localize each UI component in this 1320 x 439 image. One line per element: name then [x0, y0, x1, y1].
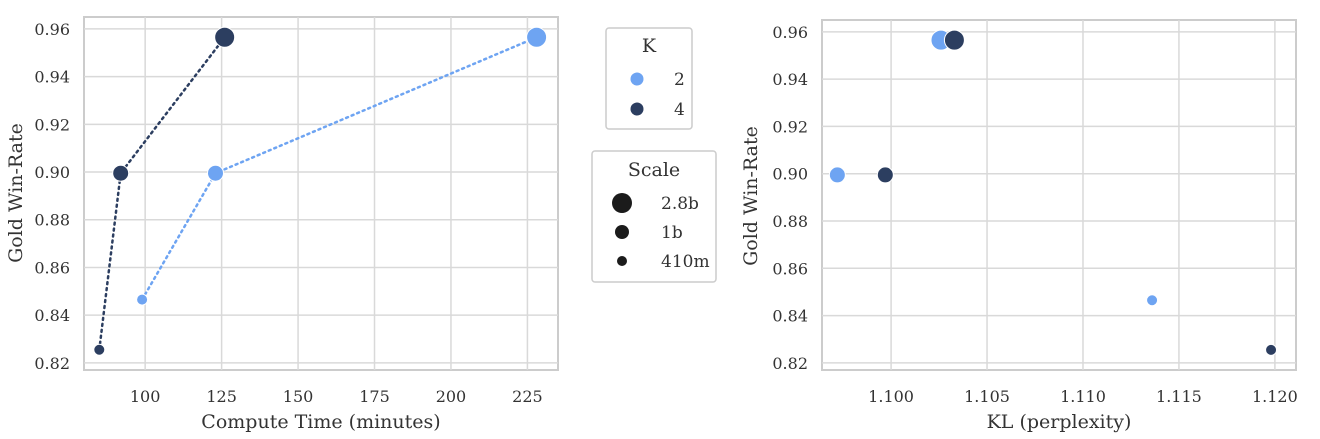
y-axis-label-right: Gold Win-Rate — [740, 126, 762, 266]
data-point-k4-410m — [93, 343, 106, 356]
data-point-k2-1b — [828, 166, 846, 184]
points-right — [828, 29, 1278, 356]
x-tick-label: 150 — [283, 387, 314, 406]
y-tick-label: 0.82 — [772, 354, 808, 373]
plot-kl: 1.100 1.105 1.110 1.115 1.120 0.820.840.860.… — [740, 19, 1298, 433]
y-tick-label: 0.84 — [772, 307, 808, 326]
y-tick-label: 0.92 — [34, 115, 70, 134]
y-tick-label: 0.94 — [772, 70, 808, 89]
legend-k-label: 2 — [674, 70, 685, 90]
y-tick-label: 0.88 — [34, 211, 70, 230]
series-line-k4 — [98, 36, 226, 351]
data-point-k2-2.8b — [526, 26, 548, 48]
y-tick-label: 0.90 — [34, 163, 70, 182]
legend-k-marker-2 — [630, 72, 644, 86]
grid-left — [84, 17, 558, 370]
x-tick-label: 1.115 — [1156, 387, 1202, 406]
data-point-k4-2.8b — [943, 29, 965, 51]
x-ticks-left: 100 125 150 175 200 225 — [130, 387, 543, 406]
data-point-k4-1b — [112, 164, 130, 182]
x-tick-label: 175 — [359, 387, 390, 406]
y-ticks-left: 0.82 0.84 0.86 0.88 0.90 0.92 0.94 0.96 — [34, 20, 70, 373]
legend-k-title: K — [642, 35, 657, 57]
legend-k-box — [605, 27, 693, 130]
legend-scale-items: 2.8b 1b 410m — [612, 193, 710, 272]
plot-left-frame — [83, 16, 559, 371]
x-tick-label: 1.100 — [868, 387, 914, 406]
y-tick-label: 0.84 — [34, 306, 70, 325]
y-tick-label: 0.86 — [34, 258, 70, 277]
x-tick-label: 1.105 — [964, 387, 1010, 406]
legend-k: K 24 — [605, 27, 693, 130]
legend-scale-label: 410m — [661, 252, 710, 272]
y-tick-label: 0.92 — [772, 117, 808, 136]
plot-compute-time: 100 125 150 175 200 225 0.820.840.860.880.900… — [5, 16, 559, 433]
y-tick-label: 0.82 — [34, 354, 70, 373]
y-tick-label: 0.88 — [772, 212, 808, 231]
x-tick-label: 200 — [436, 387, 467, 406]
y-ticks-right: 0.82 0.84 0.86 0.88 0.90 0.92 0.94 0.96 — [772, 23, 808, 373]
plot-right-frame — [821, 19, 1297, 371]
legend-scale-marker-410m — [617, 256, 627, 266]
x-axis-label-left: Compute Time (minutes) — [201, 411, 440, 433]
y-axis-label-left: Gold Win-Rate — [5, 123, 27, 263]
data-point-k2-1b — [206, 164, 224, 182]
data-point-k4-1b — [876, 166, 894, 184]
y-tick-label: 0.96 — [772, 23, 808, 42]
data-point-k2-410m — [136, 293, 149, 306]
legend-scale-marker-2.8b — [612, 193, 632, 213]
y-tick-label: 0.94 — [34, 68, 70, 87]
data-point-k2-410m — [1146, 294, 1159, 307]
grid-right — [822, 20, 1296, 370]
y-tick-label: 0.96 — [34, 20, 70, 39]
x-tick-label: 1.120 — [1252, 387, 1298, 406]
legend-k-marker-4 — [630, 102, 644, 116]
points-left — [93, 26, 548, 356]
data-point-k4-2.8b — [214, 26, 236, 48]
legend-scale-marker-1b — [615, 225, 629, 239]
x-tick-label: 125 — [206, 387, 237, 406]
legend-scale-title: Scale — [628, 159, 680, 181]
legend-k-label: 4 — [674, 100, 685, 120]
x-tick-label: 1.110 — [1060, 387, 1106, 406]
y-tick-label: 0.90 — [772, 165, 808, 184]
x-axis-label-right: KL (perplexity) — [987, 411, 1132, 433]
x-tick-label: 100 — [130, 387, 161, 406]
legend-scale: Scale 2.8b 1b 410m — [591, 150, 717, 283]
x-tick-label: 225 — [512, 387, 543, 406]
y-tick-label: 0.86 — [772, 259, 808, 278]
data-point-k4-410m — [1265, 343, 1278, 356]
legend-scale-box — [591, 150, 717, 283]
legend-k-items: 24 — [630, 70, 685, 120]
legend-scale-label: 1b — [661, 223, 683, 243]
x-ticks-right: 1.100 1.105 1.110 1.115 1.120 — [868, 387, 1298, 406]
legend-scale-label: 2.8b — [661, 194, 699, 214]
